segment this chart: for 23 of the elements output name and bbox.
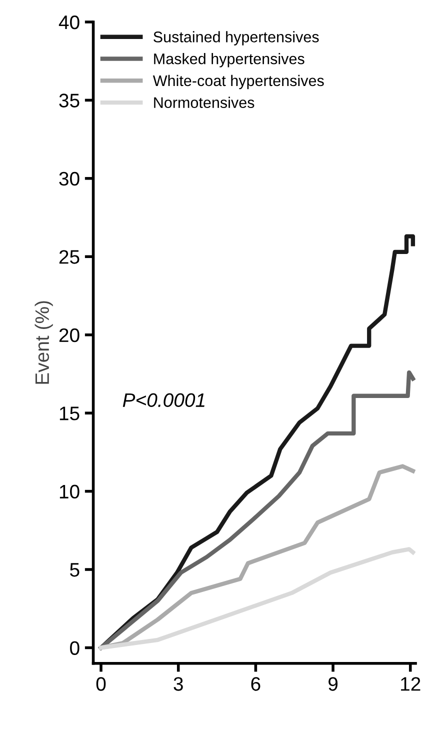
- y-tick-label: 40: [58, 15, 80, 30]
- x-tick-label: 9: [328, 677, 338, 691]
- y-tick-label: 5: [70, 563, 80, 577]
- y-tick-label: 20: [59, 328, 80, 342]
- line-series: [98, 370, 416, 650]
- y-tick-label: 10: [60, 484, 80, 499]
- annotation: P<0.0001: [122, 393, 204, 408]
- y-tick-label: 25: [59, 250, 80, 264]
- y-tick-label: 0: [70, 641, 80, 655]
- legend-label: Sustained hypertensives: [154, 31, 319, 46]
- legend-label: White-coat hypertensives: [152, 74, 324, 90]
- line-series: [98, 464, 416, 650]
- legend-label: Normotensives: [154, 96, 254, 108]
- x-tick-label: 6: [251, 677, 260, 691]
- line-series: [98, 547, 416, 650]
- x-tick-label: 12: [401, 677, 420, 691]
- y-axis-title: Event (%): [34, 301, 53, 384]
- x-tick-label: 3: [174, 677, 183, 691]
- y-tick-label: 15: [60, 406, 80, 420]
- y-tick-label: 30: [59, 172, 80, 186]
- y-tick-label: 35: [59, 94, 80, 108]
- x-tick-label: 0: [96, 677, 106, 691]
- legend-label: Masked hypertensives: [154, 53, 304, 68]
